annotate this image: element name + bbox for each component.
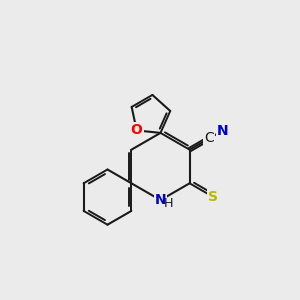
Text: N: N (217, 124, 228, 138)
Text: H: H (164, 197, 174, 210)
Text: S: S (208, 190, 218, 204)
Text: C: C (204, 131, 214, 146)
Text: O: O (131, 123, 142, 137)
Text: N: N (155, 193, 166, 207)
